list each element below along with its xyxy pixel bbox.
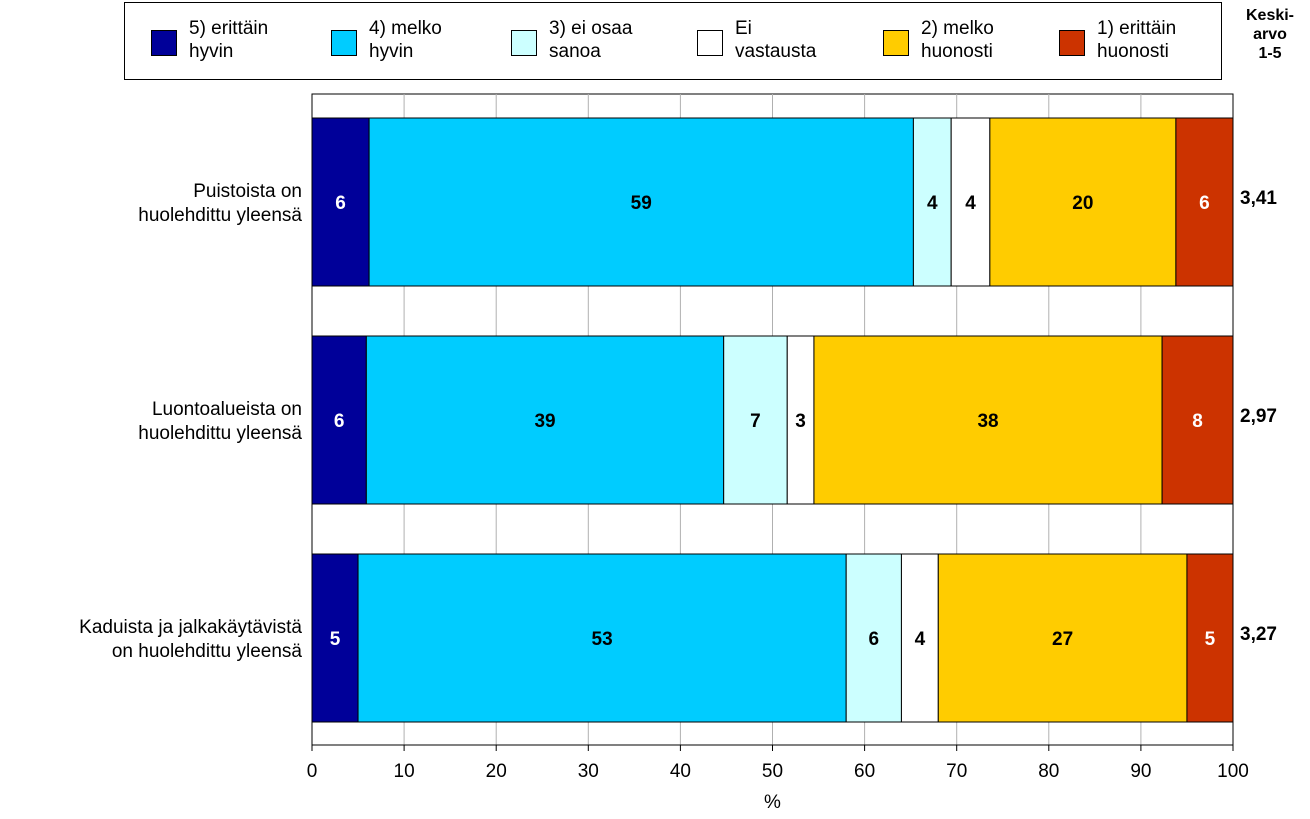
- data-label: 5: [1205, 629, 1216, 650]
- legend-swatch: [151, 30, 177, 56]
- data-label: 27: [1052, 629, 1073, 650]
- data-label: 7: [750, 411, 761, 432]
- x-tick-label: 80: [1038, 761, 1059, 782]
- data-label: 3: [795, 411, 806, 432]
- legend: 5) erittäin hyvin 4) melko hyvin 3) ei osa…: [124, 2, 1222, 80]
- average-value: 3,41: [1240, 188, 1277, 209]
- bar-segment: [365, 335, 725, 505]
- legend-swatch: [331, 30, 357, 56]
- data-label: 6: [335, 193, 346, 214]
- bar-segment: [937, 553, 1188, 723]
- x-tick-label: 10: [394, 761, 415, 782]
- x-tick-label: 50: [762, 761, 783, 782]
- x-axis-title: %: [764, 792, 781, 813]
- data-label: 20: [1072, 193, 1093, 214]
- bar-segment: [1175, 117, 1234, 287]
- legend-label: 1) erittäin huonosti: [1097, 18, 1177, 62]
- data-label: 6: [334, 411, 345, 432]
- data-label: 4: [915, 629, 926, 650]
- average-value: 3,27: [1240, 624, 1277, 645]
- data-label: 38: [977, 411, 998, 432]
- bar-segment: [368, 117, 914, 287]
- data-label: 6: [1199, 193, 1210, 214]
- x-tick-label: 100: [1217, 761, 1249, 782]
- bar-segment: [723, 335, 788, 505]
- bar-segment: [845, 553, 902, 723]
- data-label: 39: [534, 411, 555, 432]
- data-label: 6: [869, 629, 880, 650]
- average-value: 2,97: [1240, 406, 1277, 427]
- x-tick-label: 20: [486, 761, 507, 782]
- legend-label: Ei vastausta: [735, 18, 817, 62]
- bar-segment: [311, 553, 359, 723]
- legend-swatch: [697, 30, 723, 56]
- bar-segment: [813, 335, 1163, 505]
- legend-swatch: [511, 30, 537, 56]
- category-label: Puistoista on huolehdittu yleensä: [138, 181, 302, 226]
- legend-label: 4) melko hyvin: [369, 18, 442, 62]
- x-tick-label: 90: [1130, 761, 1151, 782]
- bar-segment: [1161, 335, 1234, 505]
- averages-header: Keski- arvo 1-5: [1245, 7, 1295, 62]
- legend-label: 5) erittäin hyvin: [189, 18, 269, 62]
- x-tick-label: 40: [670, 761, 691, 782]
- x-tick-label: 60: [854, 761, 875, 782]
- bar-segment: [989, 117, 1177, 287]
- x-tick-label: 70: [946, 761, 967, 782]
- data-label: 53: [592, 629, 613, 650]
- bar-segment: [311, 117, 370, 287]
- bar-segment: [950, 117, 991, 287]
- data-label: 8: [1192, 411, 1203, 432]
- category-label: Luontoalueista on huolehdittu yleensä: [138, 399, 302, 444]
- x-tick-label: 30: [578, 761, 599, 782]
- bar-segment: [1186, 553, 1234, 723]
- category-label: Kaduista ja jalkakäytävistä on huolehditt…: [79, 617, 302, 662]
- data-label: 59: [631, 193, 652, 214]
- bar-segment: [786, 335, 815, 505]
- data-label: 5: [330, 629, 341, 650]
- legend-swatch: [883, 30, 909, 56]
- x-tick-label: 0: [307, 761, 318, 782]
- data-label: 4: [927, 193, 938, 214]
- legend-label: 3) ei osaa sanoa: [549, 18, 633, 62]
- bar-segment: [311, 335, 367, 505]
- bar-segment: [912, 117, 952, 287]
- data-label: 4: [965, 193, 976, 214]
- legend-label: 2) melko huonosti: [921, 18, 994, 62]
- legend-swatch: [1059, 30, 1085, 56]
